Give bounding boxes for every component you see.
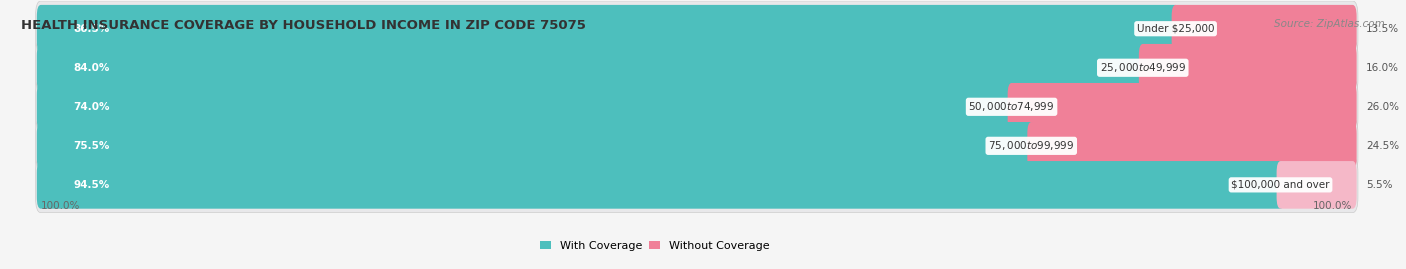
FancyBboxPatch shape (1171, 5, 1357, 52)
FancyBboxPatch shape (1277, 161, 1357, 209)
FancyBboxPatch shape (37, 5, 1180, 52)
Text: 84.0%: 84.0% (73, 63, 110, 73)
Text: 94.5%: 94.5% (73, 180, 110, 190)
FancyBboxPatch shape (37, 122, 1035, 170)
Text: 13.5%: 13.5% (1365, 24, 1399, 34)
FancyBboxPatch shape (37, 161, 1285, 209)
FancyBboxPatch shape (37, 44, 1147, 91)
FancyBboxPatch shape (35, 118, 1358, 174)
Text: $75,000 to $99,999: $75,000 to $99,999 (988, 139, 1074, 152)
FancyBboxPatch shape (35, 40, 1358, 95)
Text: 100.0%: 100.0% (41, 201, 80, 211)
Text: 16.0%: 16.0% (1365, 63, 1399, 73)
Text: Under $25,000: Under $25,000 (1137, 24, 1215, 34)
FancyBboxPatch shape (1008, 83, 1357, 131)
Text: 24.5%: 24.5% (1365, 141, 1399, 151)
FancyBboxPatch shape (37, 83, 1015, 131)
FancyBboxPatch shape (35, 79, 1358, 134)
FancyBboxPatch shape (1139, 44, 1357, 91)
FancyBboxPatch shape (1028, 122, 1357, 170)
Text: 26.0%: 26.0% (1365, 102, 1399, 112)
Legend: With Coverage, Without Coverage: With Coverage, Without Coverage (536, 236, 775, 255)
FancyBboxPatch shape (35, 1, 1358, 56)
Text: 86.5%: 86.5% (73, 24, 110, 34)
Text: $100,000 and over: $100,000 and over (1232, 180, 1330, 190)
FancyBboxPatch shape (35, 157, 1358, 213)
Text: 75.5%: 75.5% (73, 141, 110, 151)
Text: $50,000 to $74,999: $50,000 to $74,999 (969, 100, 1054, 113)
Text: HEALTH INSURANCE COVERAGE BY HOUSEHOLD INCOME IN ZIP CODE 75075: HEALTH INSURANCE COVERAGE BY HOUSEHOLD I… (21, 19, 586, 32)
Text: 100.0%: 100.0% (1313, 201, 1353, 211)
Text: $25,000 to $49,999: $25,000 to $49,999 (1099, 61, 1185, 74)
Text: 5.5%: 5.5% (1365, 180, 1392, 190)
Text: Source: ZipAtlas.com: Source: ZipAtlas.com (1274, 19, 1385, 29)
Text: 74.0%: 74.0% (73, 102, 110, 112)
